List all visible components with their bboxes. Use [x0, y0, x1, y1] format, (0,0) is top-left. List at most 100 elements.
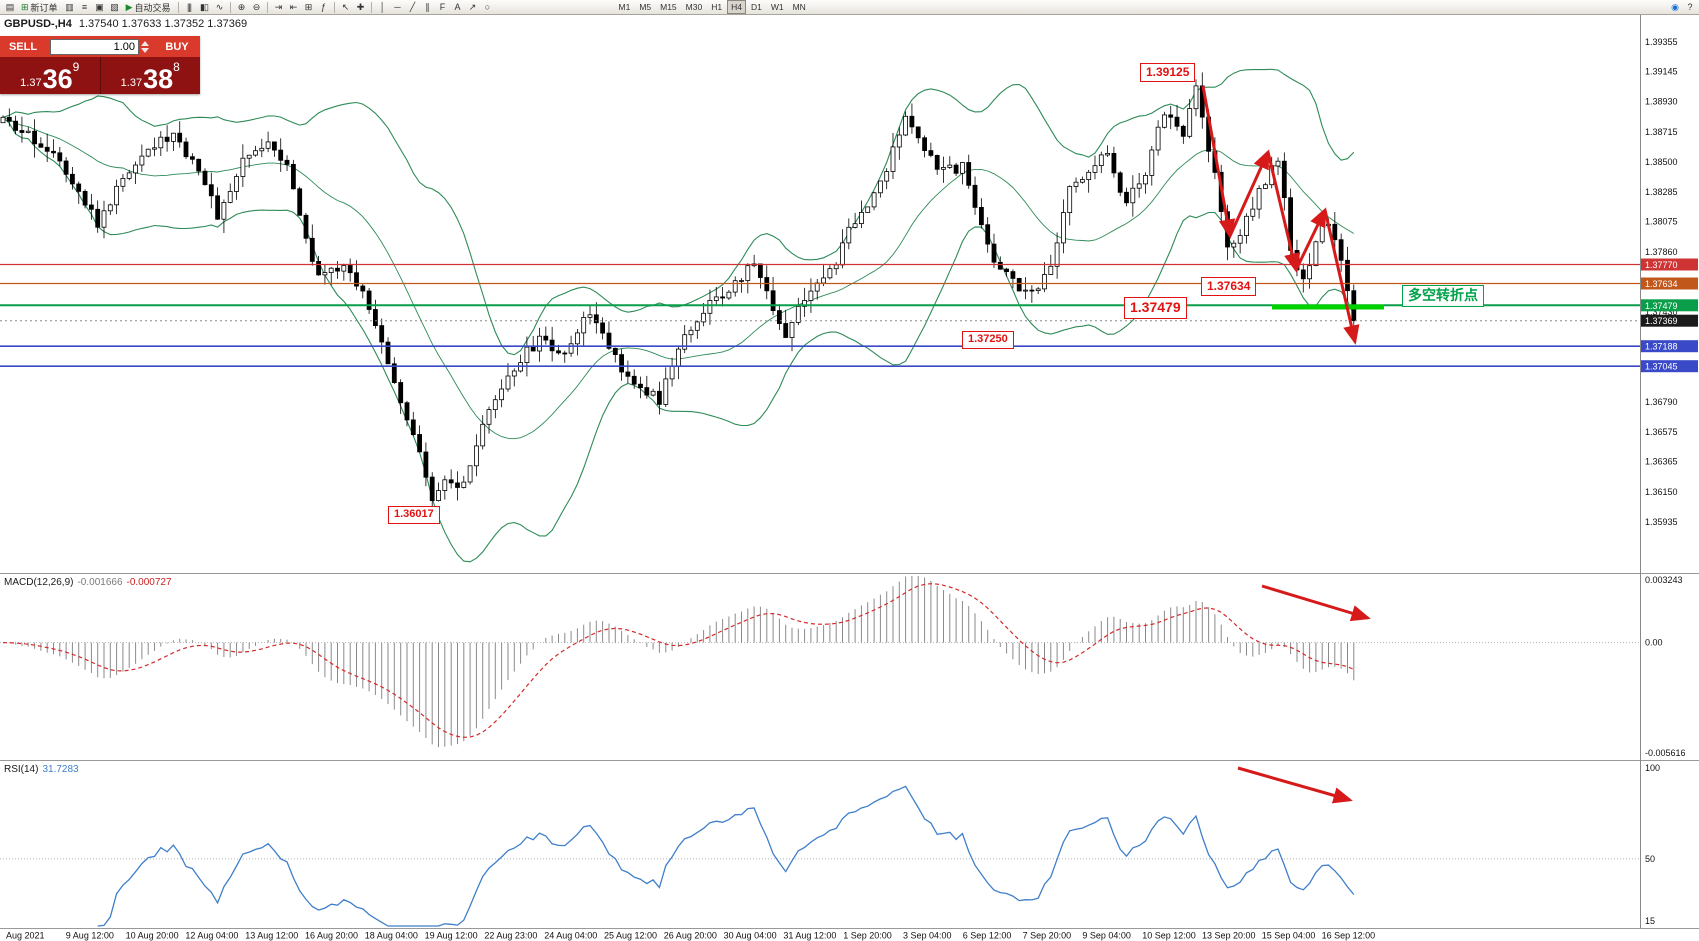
svg-text:1.38075: 1.38075 [1645, 217, 1678, 227]
auto-trading-button-icon: ▶ [125, 1, 133, 12]
timeframe-h4[interactable]: H4 [727, 0, 746, 14]
timeframe-m1[interactable]: M1 [618, 2, 631, 12]
red-arrow[interactable] [1266, 151, 1301, 273]
svg-text:15 Sep 04:00: 15 Sep 04:00 [1262, 931, 1316, 941]
timeframe-h1[interactable]: H1 [711, 2, 723, 12]
horizontal-lines[interactable] [0, 263, 1640, 368]
new-order-button-icon: ⊞ [21, 1, 29, 12]
data-window-icon[interactable]: ▣ [95, 1, 104, 12]
svg-text:50: 50 [1645, 854, 1655, 864]
line-chart-icon[interactable]: ∿ [215, 1, 224, 12]
svg-text:1 Sep 20:00: 1 Sep 20:00 [843, 931, 892, 941]
bars-chart-icon[interactable]: ||| [186, 1, 192, 12]
candlesticks [0, 72, 1357, 513]
high-price-label[interactable]: 1.39125 [1140, 63, 1196, 82]
timeframe-w1[interactable]: W1 [770, 2, 784, 12]
turning-point-label[interactable]: 多空转折点 [1402, 285, 1484, 307]
low-price-label[interactable]: 1.36017 [388, 506, 440, 524]
red-arrow[interactable] [1323, 209, 1360, 345]
new-chart-icon[interactable]: ▤ [5, 1, 15, 12]
svg-text:3 Sep 04:00: 3 Sep 04:00 [903, 931, 952, 941]
svg-text:1.35935: 1.35935 [1645, 517, 1678, 527]
navigator-icon[interactable]: ▧ [110, 1, 119, 12]
svg-text:13 Sep 20:00: 13 Sep 20:00 [1202, 931, 1256, 941]
svg-text:16 Aug 20:00: 16 Aug 20:00 [305, 931, 358, 941]
svg-text:1.37430: 1.37430 [1645, 307, 1678, 317]
auto-scroll-icon[interactable]: ⇥ [274, 1, 283, 12]
rsi-name: RSI(14) [4, 764, 39, 775]
cursor-icon[interactable]: ↖ [341, 1, 350, 12]
timeframe-m15[interactable]: M15 [660, 2, 677, 12]
svg-text:15: 15 [1645, 916, 1655, 926]
sell-button[interactable]: SELL [0, 36, 46, 57]
crosshair-icon[interactable]: ✚ [356, 1, 365, 12]
toolbar-separator [333, 1, 335, 13]
vertical-line-icon[interactable]: │ [379, 1, 386, 12]
red-arrow[interactable] [1201, 85, 1236, 239]
time-axis[interactable]: Aug 2021 9 Aug 12:00 10 Aug 20:00 12 Aug 04… [6, 931, 1375, 941]
svg-text:31 Aug 12:00: 31 Aug 12:00 [783, 931, 836, 941]
trade-panel-top-row: SELL BUY [0, 36, 200, 57]
svg-text:12 Aug 04:00: 12 Aug 04:00 [185, 931, 238, 941]
chart-shift-icon[interactable]: ⇤ [289, 1, 298, 12]
red-arrow[interactable] [1228, 149, 1270, 237]
profiles-icon[interactable]: ▥ [65, 1, 74, 12]
svg-text:1.37860: 1.37860 [1645, 247, 1678, 257]
text-label-icon[interactable]: A [454, 1, 460, 12]
svg-text:10 Aug 20:00: 10 Aug 20:00 [126, 931, 179, 941]
level-price-label-37634[interactable]: 1.37634 [1201, 277, 1257, 296]
buy-price-button[interactable]: 1.37 38 8 [99, 57, 201, 94]
horizontal-line-icon[interactable]: ─ [394, 1, 400, 12]
buy-button[interactable]: BUY [154, 36, 200, 57]
lot-decrease-button[interactable] [141, 47, 149, 53]
ask-pip-digit: 8 [173, 60, 180, 74]
svg-text:Aug 2021: Aug 2021 [6, 931, 45, 941]
svg-text:26 Aug 20:00: 26 Aug 20:00 [664, 931, 717, 941]
drawn-arrows[interactable] [1201, 85, 1371, 804]
candles-chart-icon[interactable]: ▮▯ [200, 1, 209, 12]
timeframe-d1[interactable]: D1 [750, 2, 762, 12]
timeframe-m30[interactable]: M30 [685, 2, 703, 12]
timeframe-group: M1 M5 M15 M30 H1 H4 D1 W1 MN [615, 0, 810, 14]
shapes-icon[interactable]: ○ [484, 1, 490, 12]
svg-text:1.38715: 1.38715 [1645, 127, 1678, 137]
svg-text:1.36790: 1.36790 [1645, 397, 1678, 407]
level-price-label-37479[interactable]: 1.37479 [1124, 297, 1187, 319]
svg-text:1.39355: 1.39355 [1645, 37, 1678, 47]
svg-text:16 Sep 12:00: 16 Sep 12:00 [1322, 931, 1376, 941]
auto-trading-button[interactable]: ▶ 自动交易 [122, 1, 175, 14]
svg-text:100: 100 [1645, 763, 1660, 773]
zoom-out-icon[interactable]: ⊖ [252, 1, 261, 12]
new-order-button[interactable]: ⊞ 新订单 [17, 1, 62, 14]
rsi-pane: 100 50 15 [0, 763, 1660, 927]
toolbar-separator [229, 1, 231, 13]
auto-trading-button-label: 自动交易 [134, 2, 171, 13]
lot-size-input[interactable] [50, 38, 139, 55]
red-arrow[interactable] [1237, 766, 1353, 804]
red-arrow[interactable] [1294, 207, 1327, 271]
sell-price-button[interactable]: 1.37 36 9 [0, 57, 100, 94]
help-icon[interactable]: ? [1687, 1, 1692, 12]
timeframe-mn[interactable]: MN [792, 2, 806, 12]
fibonacci-icon[interactable]: F [439, 1, 446, 12]
community-icon[interactable]: ◉ [1671, 1, 1679, 12]
grid-icon[interactable]: ⊞ [304, 1, 313, 12]
channel-icon[interactable]: ∥ [425, 1, 430, 12]
market-watch-icon[interactable]: ≡ [81, 1, 87, 12]
zoom-in-icon[interactable]: ⊕ [237, 1, 246, 12]
arrows-icon[interactable]: ↗ [468, 1, 477, 12]
indicators-icon[interactable]: ƒ [320, 1, 326, 12]
lot-increase-button[interactable] [141, 40, 149, 46]
trade-panel-prices: 1.37 36 9 1.37 38 8 [0, 57, 200, 94]
toolbar-separator [177, 1, 179, 13]
timeframe-m5[interactable]: M5 [639, 2, 652, 12]
chart-title: GBPUSD-,H4 1.37540 1.37633 1.37352 1.3736… [4, 18, 247, 30]
trendline-icon[interactable]: ╱ [409, 1, 415, 12]
red-arrow[interactable] [1261, 584, 1371, 622]
svg-text:-0.005616: -0.005616 [1645, 748, 1686, 758]
level-price-label-37250[interactable]: 1.37250 [962, 331, 1014, 349]
svg-text:0.00: 0.00 [1645, 638, 1663, 648]
price-axis[interactable]: 1.39355 1.39145 1.38930 1.38715 1.38500 1.382… [1641, 37, 1698, 527]
